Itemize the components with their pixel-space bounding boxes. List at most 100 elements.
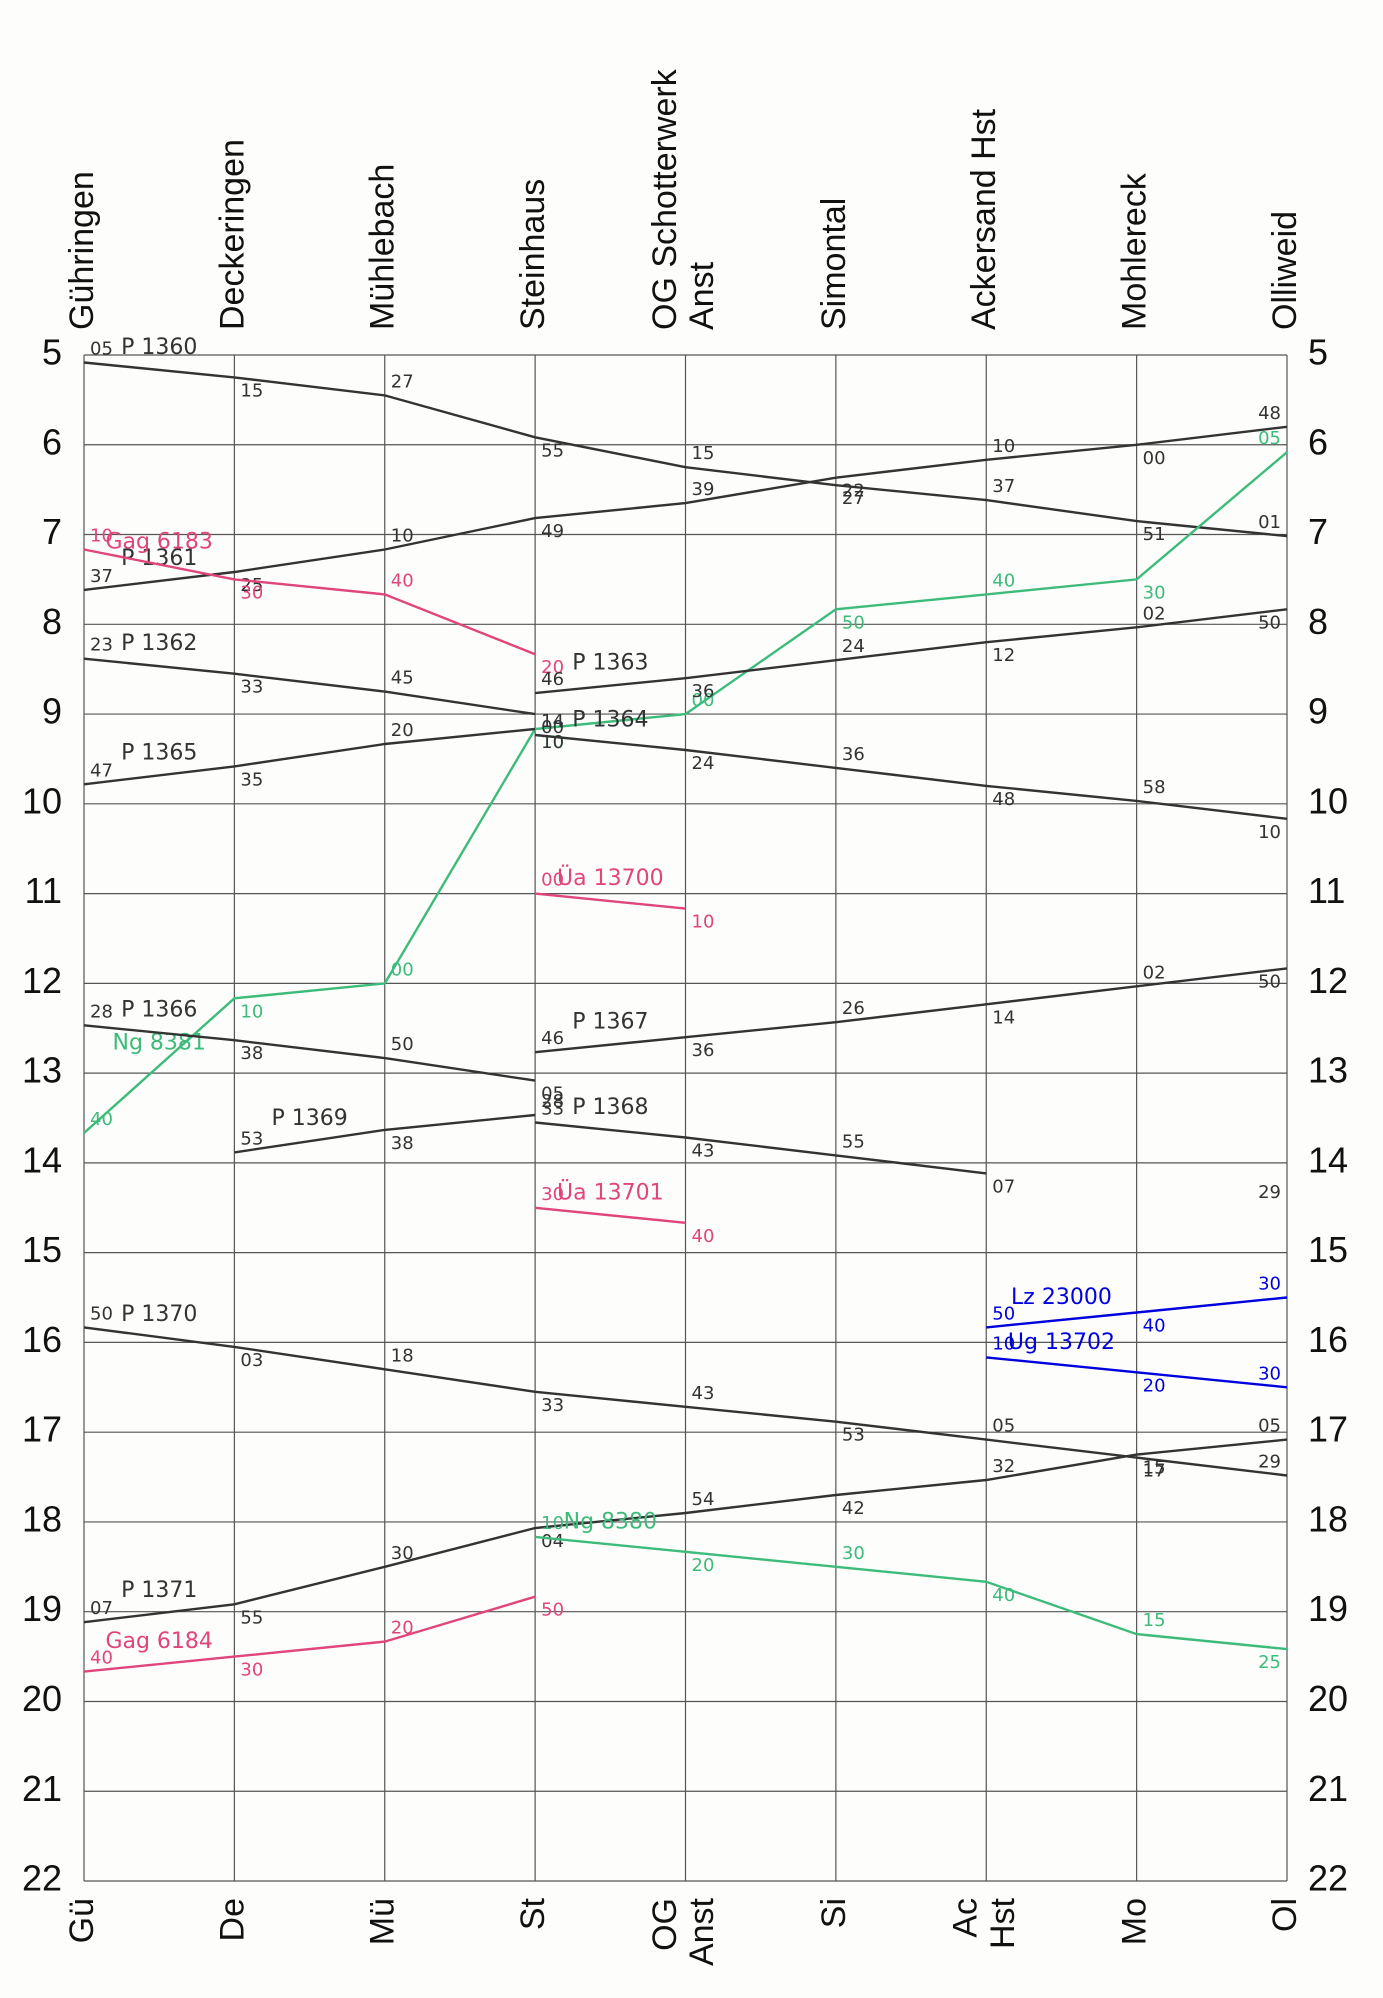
time-label: 37 bbox=[992, 476, 1015, 497]
time-label: 40 bbox=[90, 1109, 113, 1130]
hour-label-right: 20 bbox=[1308, 1678, 1348, 1719]
time-label: 23 bbox=[90, 635, 113, 656]
time-label: 00 bbox=[391, 959, 414, 980]
train-path bbox=[83, 548, 536, 656]
train-name: P 1370 bbox=[121, 1302, 197, 1327]
hour-label-right: 15 bbox=[1308, 1229, 1348, 1270]
time-label: 10 bbox=[240, 1001, 263, 1022]
time-label: 02 bbox=[1143, 962, 1166, 983]
hour-label-right: 10 bbox=[1308, 780, 1348, 821]
time-label: 14 bbox=[541, 711, 564, 732]
time-label: 15 bbox=[1143, 1458, 1166, 1479]
hour-label-right: 7 bbox=[1308, 511, 1328, 552]
hour-label-right: 16 bbox=[1308, 1319, 1348, 1360]
train-name: Ng 8381 bbox=[112, 1031, 205, 1056]
train-name: P 1360 bbox=[121, 335, 197, 360]
hour-label-right: 18 bbox=[1308, 1498, 1348, 1539]
time-label: 29 bbox=[1258, 1452, 1281, 1473]
station-abbreviation: Mo bbox=[1116, 1898, 1154, 1945]
station-abbreviation: De bbox=[213, 1898, 251, 1941]
station-abbreviation: AcHst bbox=[947, 1897, 1022, 1949]
train-path bbox=[534, 608, 1288, 695]
time-label: 18 bbox=[391, 1345, 414, 1366]
station-abbreviation: Mü bbox=[364, 1898, 402, 1945]
time-label: 07 bbox=[992, 1176, 1015, 1197]
train-path bbox=[83, 1326, 1288, 1477]
hour-label-right: 13 bbox=[1308, 1050, 1348, 1091]
station-name: Deckeringen bbox=[213, 139, 251, 330]
hour-label-left: 18 bbox=[22, 1498, 62, 1539]
hour-label-left: 8 bbox=[42, 601, 62, 642]
time-label: 53 bbox=[842, 1425, 865, 1446]
train-name: P 1371 bbox=[121, 1578, 197, 1603]
train-name: P 1369 bbox=[271, 1106, 347, 1131]
hour-label-right: 11 bbox=[1308, 870, 1345, 911]
time-label: 37 bbox=[90, 566, 113, 587]
label-line: Hst bbox=[984, 1897, 1022, 1949]
hour-label-left: 6 bbox=[42, 421, 62, 462]
time-label: 15 bbox=[692, 443, 715, 464]
train-name: Lz 23000 bbox=[1011, 1285, 1112, 1310]
train-name: P 1367 bbox=[572, 1010, 648, 1035]
time-label: 50 bbox=[90, 1303, 113, 1324]
train-name: P 1368 bbox=[572, 1095, 648, 1120]
time-label: 36 bbox=[692, 681, 715, 702]
hour-label-left: 13 bbox=[22, 1050, 62, 1091]
hour-label-left: 20 bbox=[22, 1678, 62, 1719]
time-label: 10 bbox=[992, 1333, 1015, 1354]
train-name: Ng 8380 bbox=[564, 1509, 657, 1534]
time-label: 30 bbox=[1258, 1363, 1281, 1384]
train-path bbox=[534, 733, 1288, 820]
train-path bbox=[83, 361, 1288, 538]
train-name: Ug 13702 bbox=[1008, 1330, 1115, 1355]
time-label: 15 bbox=[240, 380, 263, 401]
time-label: 40 bbox=[992, 570, 1015, 591]
train-path bbox=[83, 425, 1288, 592]
time-label: 05 bbox=[992, 1416, 1015, 1437]
train-name: Üa 13700 bbox=[557, 865, 664, 891]
time-label: 27 bbox=[391, 371, 414, 392]
time-label: 49 bbox=[541, 521, 564, 542]
time-label: 05 bbox=[1258, 1416, 1281, 1437]
time-label: 24 bbox=[692, 753, 715, 774]
time-label: 20 bbox=[391, 1618, 414, 1639]
time-label: 14 bbox=[992, 1007, 1015, 1028]
train-path bbox=[534, 967, 1288, 1054]
time-label: 50 bbox=[1258, 612, 1281, 633]
time-label: 26 bbox=[842, 998, 865, 1019]
time-label: 39 bbox=[692, 479, 715, 500]
hour-label-right: 22 bbox=[1308, 1858, 1348, 1899]
time-label: 00 bbox=[1143, 448, 1166, 469]
time-label: 20 bbox=[692, 1555, 715, 1576]
time-label: 36 bbox=[692, 1040, 715, 1061]
hour-label-right: 8 bbox=[1308, 601, 1328, 642]
time-label: 30 bbox=[1258, 1274, 1281, 1295]
time-label: 01 bbox=[1258, 512, 1281, 533]
hour-label-left: 22 bbox=[22, 1858, 62, 1899]
train-name: Gag 6183 bbox=[105, 529, 212, 554]
station-name: Mühlebach bbox=[364, 164, 402, 330]
time-label: 58 bbox=[1143, 777, 1166, 798]
time-label: 40 bbox=[992, 1585, 1015, 1606]
hour-label-left: 12 bbox=[22, 960, 62, 1001]
label-line: OG Schotterwerk bbox=[646, 68, 684, 330]
train-path bbox=[534, 1535, 1288, 1651]
train-name: P 1365 bbox=[121, 740, 197, 765]
hour-label-right: 21 bbox=[1308, 1768, 1348, 1809]
time-label: 00 bbox=[541, 870, 564, 891]
train-path bbox=[534, 1206, 686, 1224]
time-label: 28 bbox=[541, 1091, 564, 1112]
time-label: 22 bbox=[842, 481, 865, 502]
time-label: 10 bbox=[692, 912, 715, 933]
time-label: 40 bbox=[1143, 1316, 1166, 1337]
hour-label-left: 11 bbox=[25, 870, 62, 911]
station-name: Olliweid bbox=[1266, 211, 1304, 330]
time-label: 48 bbox=[992, 789, 1015, 810]
station-abbreviation: OGAnst bbox=[646, 1897, 721, 1966]
time-label: 43 bbox=[692, 1140, 715, 1161]
time-label: 43 bbox=[692, 1383, 715, 1404]
time-label: 20 bbox=[541, 657, 564, 678]
hour-label-left: 10 bbox=[22, 780, 62, 821]
time-label: 48 bbox=[1258, 403, 1281, 424]
